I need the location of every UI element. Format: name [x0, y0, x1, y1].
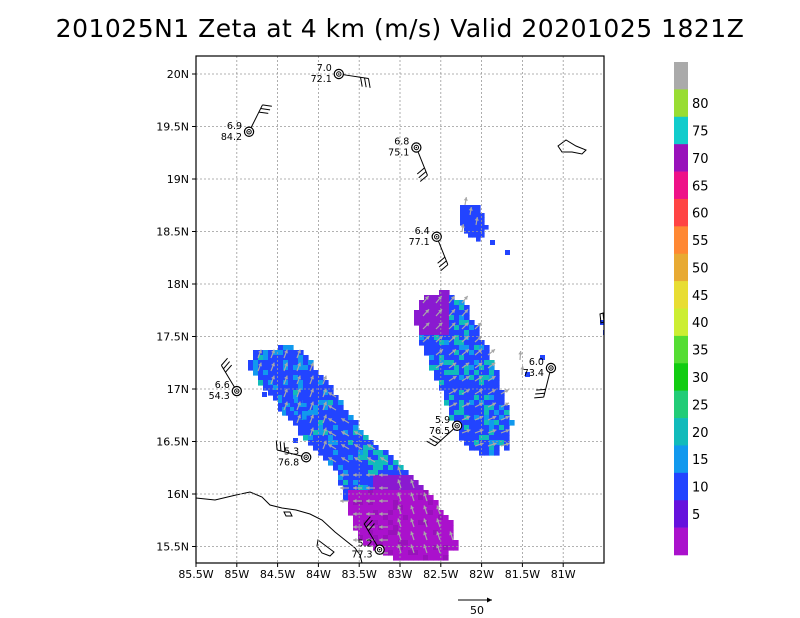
- colorbar-swatch: [674, 363, 688, 391]
- colorbar-swatch: [674, 472, 688, 501]
- y-tick-label: 20N: [167, 68, 189, 81]
- colorbar-swatch: [674, 171, 688, 200]
- colorbar-label: 15: [692, 453, 709, 468]
- station-speed-label: 7.0: [317, 63, 332, 74]
- colorbar-swatch: [674, 527, 688, 556]
- colorbar-label: 80: [692, 97, 709, 112]
- colorbar-legend: 80 75 70 65 60 55 50 45 40 35 30 25 20 15 10 5: [674, 62, 709, 556]
- colorbar-label: 75: [692, 124, 709, 139]
- colorbar-swatch: [674, 116, 688, 145]
- x-tick-label: 82.5W: [423, 568, 458, 581]
- colorbar-label: 40: [692, 316, 709, 331]
- wind-vector-layer: [257, 197, 525, 556]
- x-tick-label: 84.5W: [260, 568, 295, 581]
- station-value-label: 75.1: [388, 148, 409, 159]
- station-marker-s6: 6.654.3: [209, 357, 242, 402]
- colorbar-swatch: [674, 500, 688, 528]
- colorbar-label: 30: [692, 371, 709, 386]
- x-tick-label: 82W: [469, 568, 494, 581]
- station-marker-s5: 6.073.4: [523, 357, 557, 399]
- x-axis-ticks: 85.5W 85W 84.5W 84W 83.5W 83W 82.5W 82W 81.5W 81W: [178, 563, 576, 581]
- station-value-label: 76.5: [429, 426, 450, 437]
- station-speed-label: 5.3: [284, 446, 299, 457]
- grid-lines: [196, 56, 604, 563]
- colorbar-label: 25: [692, 398, 709, 413]
- colorbar-swatch: [674, 226, 688, 255]
- colorbar-swatch: [674, 62, 688, 90]
- colorbar-label: 55: [692, 234, 709, 249]
- y-tick-label: 17.5N: [156, 331, 189, 344]
- station-value-label: 54.3: [209, 391, 230, 402]
- station-value-label: 73.4: [523, 368, 544, 379]
- station-marker-s3: 6.875.1: [388, 137, 428, 182]
- x-tick-label: 85.5W: [178, 568, 213, 581]
- colorbar-swatch: [674, 253, 688, 282]
- colorbar-label: 35: [692, 344, 709, 359]
- y-axis-ticks: 20N 19.5N 19N 18.5N 18N 17.5N 17N 16.5N 16N 15.5N: [156, 68, 196, 554]
- x-tick-label: 85W: [224, 568, 249, 581]
- station-value-label: 77.1: [409, 237, 430, 248]
- colorbar-swatch: [674, 198, 688, 227]
- colorbar-label: 60: [692, 207, 709, 222]
- y-tick-label: 15.5N: [156, 541, 189, 554]
- station-speed-label: 5.2: [357, 539, 372, 550]
- colorbar-swatch: [674, 390, 688, 419]
- colorbar-label: 10: [692, 481, 709, 496]
- colorbar-label: 5: [692, 508, 700, 523]
- x-tick-label: 83.5W: [342, 568, 377, 581]
- colorbar-swatch: [674, 89, 688, 118]
- colorbar-label: 70: [692, 152, 709, 167]
- y-tick-label: 18N: [167, 278, 189, 291]
- colorbar-swatch: [674, 144, 688, 172]
- y-tick-label: 16N: [167, 488, 189, 501]
- y-tick-label: 19N: [167, 173, 189, 186]
- station-marker-s4: 6.477.1: [409, 226, 449, 272]
- station-marker-s7: 5.976.5: [426, 415, 463, 447]
- colorbar-swatch: [674, 308, 688, 337]
- station-speed-label: 6.0: [529, 357, 544, 368]
- colorbar-swatch: [674, 281, 688, 309]
- reference-vector-label: 50: [470, 604, 484, 617]
- station-speed-label: 6.9: [227, 121, 242, 132]
- station-speed-label: 6.6: [215, 380, 230, 391]
- y-tick-label: 18.5N: [156, 226, 189, 239]
- colorbar-label: 50: [692, 261, 709, 276]
- colorbar-label: 45: [692, 289, 709, 304]
- map-title: 201025N1 Zeta at 4 km (m/s) Valid 202010…: [55, 14, 745, 43]
- station-marker-s2: 6.984.2: [221, 104, 272, 143]
- y-tick-label: 19.5N: [156, 121, 189, 134]
- station-marker-s8: 5.376.8: [275, 440, 312, 468]
- colorbar-swatch: [674, 445, 688, 474]
- station-speed-label: 6.8: [394, 137, 409, 148]
- colorbar-swatch: [674, 335, 688, 364]
- station-value-label: 77.3: [351, 550, 372, 561]
- station-speed-label: 5.9: [435, 415, 450, 426]
- x-tick-label: 81W: [551, 568, 576, 581]
- colorbar-label: 65: [692, 179, 709, 194]
- station-speed-label: 6.4: [415, 226, 430, 237]
- colorbar-label: 20: [692, 426, 709, 441]
- x-tick-label: 81.5W: [505, 568, 540, 581]
- wind-field-layer: [248, 205, 604, 561]
- y-tick-label: 17N: [167, 383, 189, 396]
- reference-vector: 50: [458, 597, 492, 617]
- y-tick-label: 16.5N: [156, 436, 189, 449]
- x-tick-label: 83W: [388, 568, 413, 581]
- stations-layer: 7.072.1 6.984.2 6.875.1 6.477.1 6.073.4 6.654…: [209, 63, 557, 561]
- station-marker-s1: 7.072.1: [311, 63, 371, 88]
- station-value-label: 72.1: [311, 74, 332, 85]
- colorbar-swatch: [674, 418, 688, 446]
- x-tick-label: 84W: [306, 568, 331, 581]
- station-value-label: 76.8: [278, 457, 299, 468]
- station-value-label: 84.2: [221, 132, 242, 143]
- station-marker-s9: 5.277.3: [351, 516, 385, 561]
